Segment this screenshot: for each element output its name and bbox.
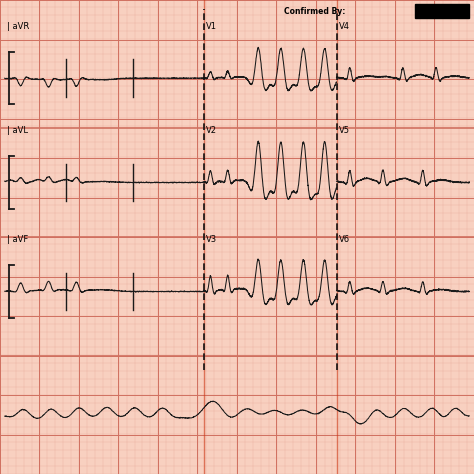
Text: V5: V5 <box>339 126 350 135</box>
Text: V2: V2 <box>206 126 217 135</box>
Text: V4: V4 <box>339 22 350 31</box>
Text: Confirmed By:: Confirmed By: <box>284 7 346 16</box>
Bar <box>415 4 469 18</box>
Text: V1: V1 <box>206 22 217 31</box>
Text: | aVL: | aVL <box>7 126 28 135</box>
Text: | aVR: | aVR <box>7 22 29 31</box>
Text: | aVF: | aVF <box>7 235 28 244</box>
Text: V6: V6 <box>339 235 350 244</box>
Text: V3: V3 <box>206 235 217 244</box>
